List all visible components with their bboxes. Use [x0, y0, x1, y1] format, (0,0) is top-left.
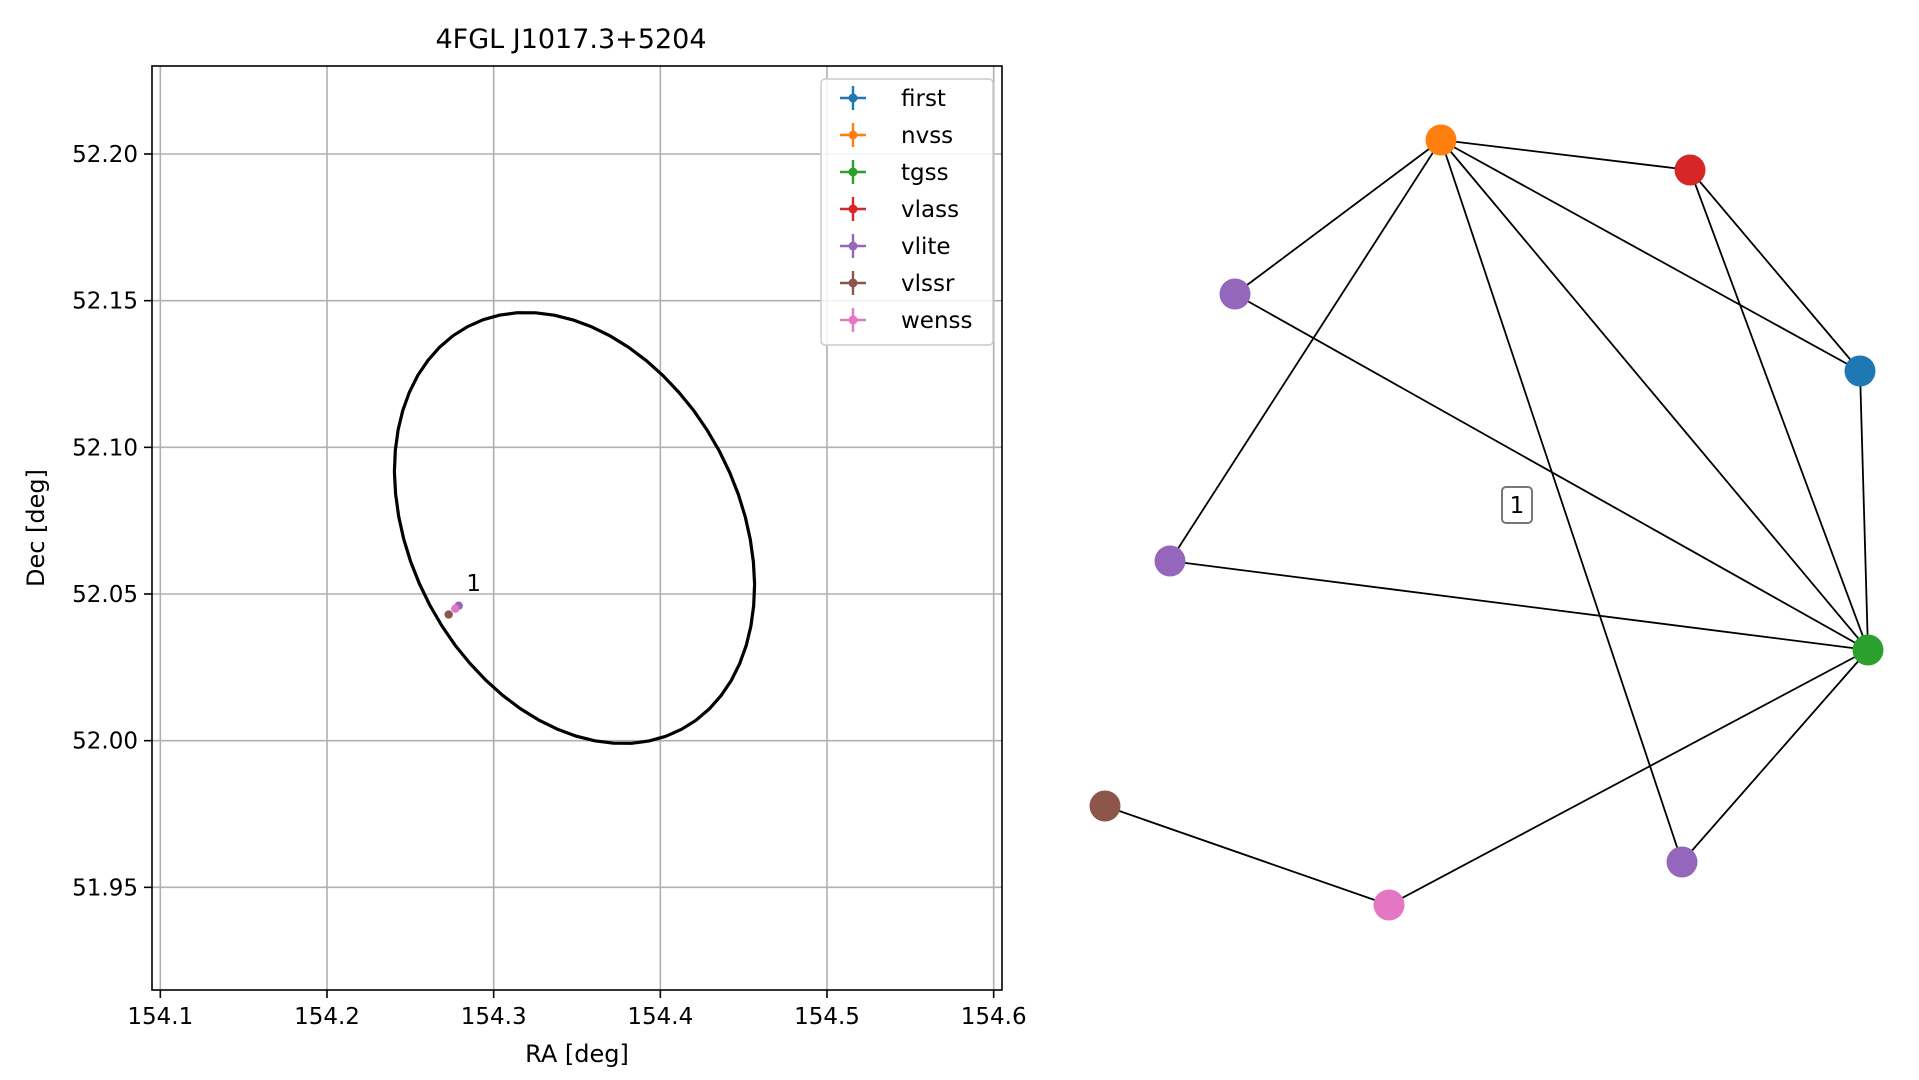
y-axis-label: Dec [deg]: [22, 469, 50, 587]
edge-nvss-vlite_a: [1234, 139, 1442, 295]
group-label-box: 1: [1501, 486, 1533, 524]
edge-nvss-vlite_b: [1169, 139, 1442, 562]
edge-nvss-first: [1440, 139, 1861, 372]
edge-first-tgss: [1859, 370, 1869, 651]
source-points: 1: [444, 571, 481, 619]
node-vlass: [1674, 154, 1706, 186]
edge-wenss-tgss: [1388, 649, 1869, 906]
legend-item-first: first: [840, 86, 946, 112]
legend-marker-dot: [848, 130, 858, 140]
legend-marker-dot: [848, 204, 858, 214]
point-vlssr: [444, 610, 453, 619]
legend-item-nvss: nvss: [840, 123, 953, 149]
legend-label: wenss: [901, 308, 973, 334]
edge-vlssr-wenss: [1104, 805, 1390, 906]
y-tick-label: 52.15: [72, 289, 138, 315]
edge-nvss-vlass: [1440, 139, 1691, 171]
legend-label: vlssr: [901, 271, 955, 297]
y-tick-label: 51.95: [72, 875, 138, 901]
point-annotation: 1: [466, 571, 481, 597]
error-ellipse: [392, 311, 757, 745]
node-wenss: [1373, 889, 1405, 921]
x-tick-label: 154.4: [627, 1004, 693, 1030]
node-vlite_a: [1219, 278, 1251, 310]
legend-marker-dot: [848, 167, 858, 177]
legend-item-wenss: wenss: [840, 308, 973, 334]
x-tick-label: 154.1: [127, 1004, 193, 1030]
y-tick-label: 52.05: [72, 582, 138, 608]
edge-vlite_b-tgss: [1169, 560, 1869, 651]
y-tick-label: 52.20: [72, 142, 138, 168]
legend-label: tgss: [901, 160, 949, 186]
legend-marker-dot: [848, 241, 858, 251]
scatter-panel: 4FGL J1017.3+5204 1 154.1 154.2 154.3 154.4…: [22, 24, 1027, 1068]
legend-label: vlass: [901, 197, 959, 223]
edge-vlass-first: [1689, 169, 1861, 372]
x-tick-label: 154.6: [961, 1004, 1027, 1030]
node-vlite_b: [1154, 545, 1186, 577]
node-vlssr: [1089, 790, 1121, 822]
legend-marker-dot: [848, 278, 858, 288]
legend-item-vlssr: vlssr: [840, 271, 955, 297]
y-axis-ticks: 51.95 52.00 52.05 52.10 52.15 52.20: [72, 142, 152, 901]
plot-frame: [151, 65, 1003, 991]
error-ellipse-group: [392, 311, 757, 745]
node-tgss: [1852, 634, 1884, 666]
node-first: [1844, 355, 1876, 387]
edge-vlite_a-tgss: [1234, 293, 1869, 651]
x-tick-label: 154.3: [461, 1004, 527, 1030]
legend-frame: [820, 78, 994, 346]
network-edges: [1104, 139, 1869, 906]
network-panel: 1: [1089, 124, 1884, 921]
node-nvss: [1425, 124, 1457, 156]
legend-item-tgss: tgss: [840, 160, 949, 186]
point-wenss: [451, 604, 460, 613]
legend-label: nvss: [901, 123, 953, 149]
edge-vlite_c-tgss: [1681, 649, 1869, 863]
network-nodes: [1089, 124, 1884, 921]
legend-marker-dot: [848, 315, 858, 325]
legend-label: vlite: [901, 234, 951, 260]
node-vlite_c: [1666, 846, 1698, 878]
x-axis-label: RA [deg]: [525, 1040, 629, 1068]
y-tick-label: 52.00: [72, 729, 138, 755]
group-label-text: 1: [1510, 493, 1525, 519]
edge-nvss-vlite_c: [1440, 139, 1683, 863]
edge-nvss-tgss: [1440, 139, 1869, 651]
legend-marker-dot: [848, 93, 858, 103]
legend-label: first: [901, 86, 946, 112]
legend: first nvss tgss vlass vlite vlssr wenss: [820, 78, 994, 346]
edge-vlass-tgss: [1689, 169, 1869, 651]
x-tick-label: 154.2: [294, 1004, 360, 1030]
x-axis-ticks: 154.1 154.2 154.3 154.4 154.5 154.6: [127, 990, 1027, 1030]
legend-item-vlite: vlite: [840, 234, 951, 260]
y-tick-label: 52.10: [72, 435, 138, 461]
scatter-title: 4FGL J1017.3+5204: [435, 24, 706, 55]
x-tick-label: 154.5: [794, 1004, 860, 1030]
legend-item-vlass: vlass: [840, 197, 959, 223]
